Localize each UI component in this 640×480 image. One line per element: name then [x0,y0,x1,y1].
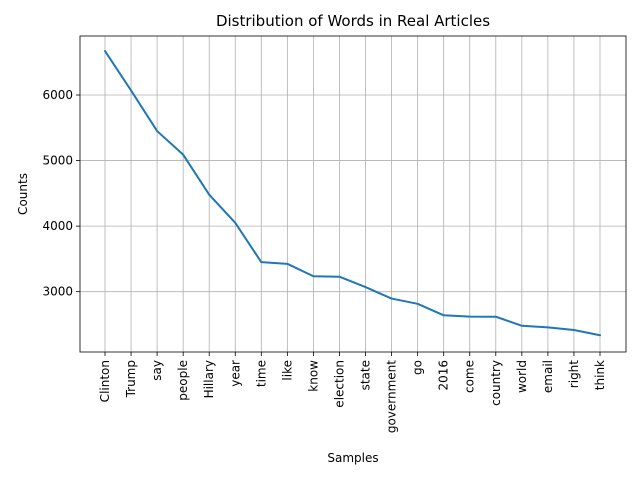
x-axis-label: Samples [327,451,378,465]
y-tick-label: 3000 [42,285,73,299]
x-tick-label: time [254,360,268,387]
x-tick-label: know [306,360,320,392]
y-tick-label: 5000 [42,154,73,168]
chart-title: Distribution of Words in Real Articles [216,12,490,30]
series-layer [104,50,601,337]
x-tick-label: Trump [124,360,138,398]
x-tick-label: think [593,360,607,390]
x-tick-label: 2016 [437,360,451,391]
x-axis: Clinton Trump say people Hillary year time like… [98,352,607,433]
x-tick-label: government [385,360,399,433]
x-tick-label: right [567,360,581,388]
y-tick-label: 6000 [42,88,73,102]
y-tick-label: 4000 [42,219,73,233]
x-tick-label: year [228,360,242,387]
x-tick-label: email [541,360,555,393]
plot-frame [79,35,627,353]
grid [80,36,626,352]
x-tick-label: state [359,360,373,390]
x-tick-label: come [463,360,477,393]
x-tick-label: like [280,360,294,381]
x-tick-label: Hillary [202,360,216,398]
x-tick-label: country [489,360,503,406]
series-line [104,50,601,337]
x-tick-label: Clinton [98,360,112,402]
x-tick-label: people [176,360,190,401]
y-axis-label: Counts [16,173,30,215]
y-axis: 3000 4000 5000 6000 [42,88,80,299]
x-tick-label: go [411,360,425,375]
x-tick-label: say [150,360,164,381]
x-tick-label: world [515,360,529,393]
x-tick-label: election [332,360,346,408]
